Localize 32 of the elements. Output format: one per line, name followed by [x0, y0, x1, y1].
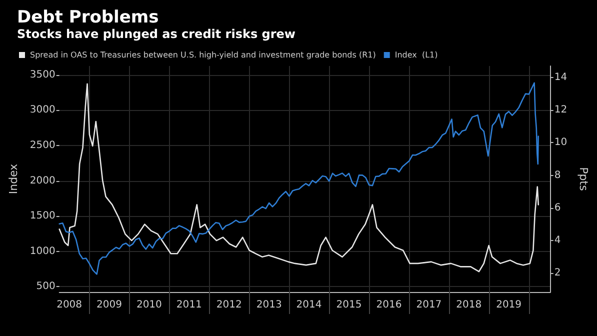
x-tick-label: 2014: [296, 300, 322, 310]
legend-label: Index (L1): [394, 50, 438, 60]
y-tick-label: 2500: [30, 140, 56, 151]
x-tick-label: 2009: [96, 300, 122, 310]
y-axis-title: Index: [7, 163, 20, 194]
chart-subtitle: Stocks have plunged as credit risks grew: [17, 27, 296, 41]
x-tick-label: 2019: [496, 300, 522, 310]
x-tick-label: 2016: [376, 300, 402, 310]
y2-tick-label: 2: [554, 268, 561, 279]
y2-tick-label: 6: [554, 202, 561, 214]
y-tick-label: 1500: [30, 210, 56, 222]
x-tick-label: 2013: [256, 300, 282, 310]
y-tick-label: 500: [36, 281, 56, 292]
y2-axis-title: Ppts: [577, 167, 590, 192]
x-tick-label: 2012: [216, 300, 242, 310]
y-tick-label: 3500: [30, 69, 56, 80]
y-tick-label: 3000: [30, 104, 56, 116]
y2-tick-label: 12: [554, 104, 568, 116]
chart-title: Debt Problems: [17, 8, 159, 28]
y2-tick-label: 14: [554, 72, 568, 83]
legend-label: Spread in OAS to Treasuries between U.S. high-yield and investment grade bonds (R1): [30, 50, 376, 60]
x-tick-label: 2018: [456, 300, 482, 310]
x-tick-label: 2017: [416, 300, 442, 310]
x-tick-label: 2015: [336, 300, 362, 310]
x-tick-label: 2010: [136, 300, 162, 310]
y2-tick-label: 10: [554, 137, 568, 148]
y-tick-label: 2000: [30, 175, 56, 186]
y2-tick-label: 8: [554, 170, 561, 181]
y-tick-label: 1000: [30, 246, 56, 257]
x-tick-label: 2011: [176, 300, 202, 310]
x-tick-label: 2008: [56, 300, 82, 310]
y2-tick-label: 4: [554, 235, 561, 246]
